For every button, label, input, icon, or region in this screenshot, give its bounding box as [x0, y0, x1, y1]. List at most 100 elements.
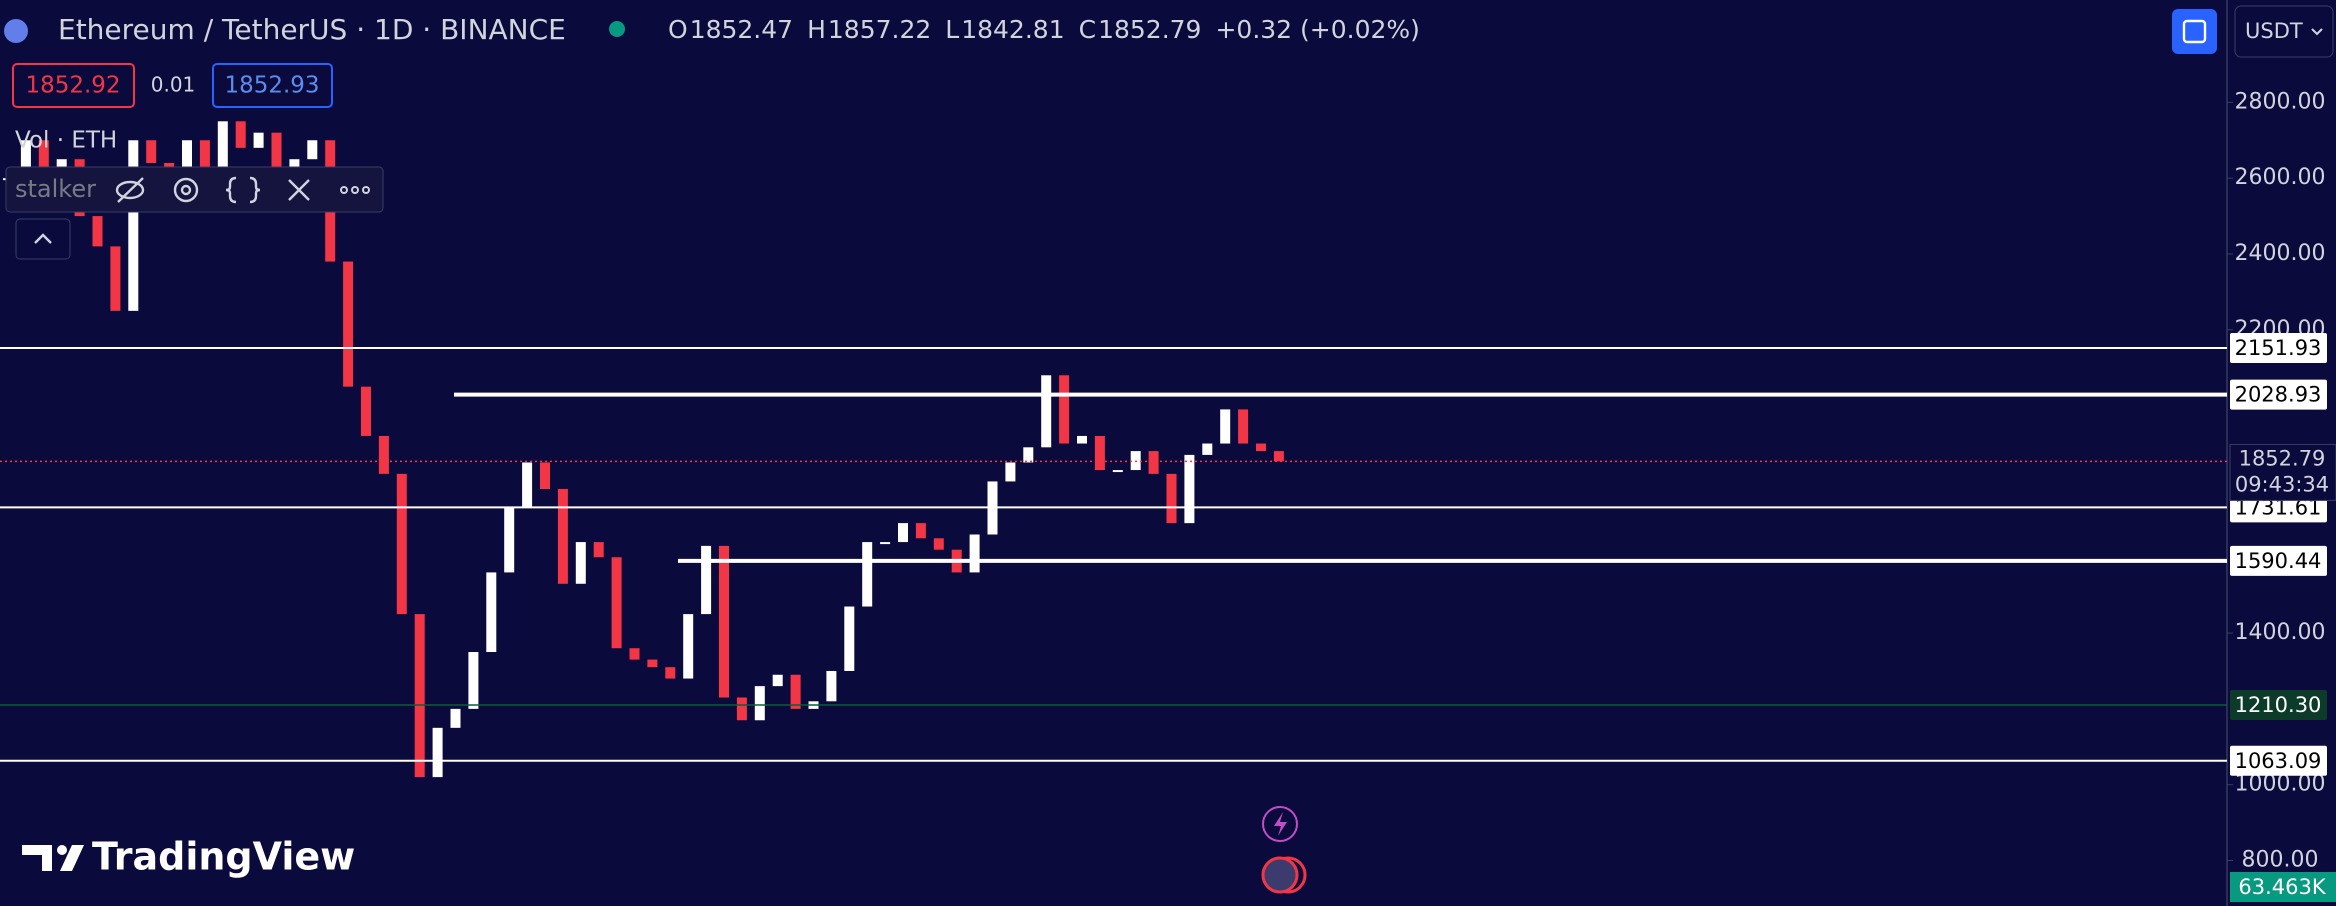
fullscreen-icon	[2182, 19, 2207, 44]
last-price-box	[2229, 443, 2336, 501]
more-icon[interactable]	[340, 186, 370, 194]
candle	[1256, 443, 1266, 452]
candle	[719, 545, 729, 698]
event-icon-bolt	[1274, 812, 1287, 836]
candle	[701, 545, 712, 615]
settings-icon-center	[180, 184, 192, 196]
candle	[826, 670, 837, 702]
level-label: 1590.44	[2235, 549, 2322, 573]
candle	[253, 132, 264, 148]
indicator-toolbar	[5, 166, 384, 213]
candle	[754, 686, 765, 721]
candle	[128, 140, 139, 311]
candle	[217, 121, 228, 171]
candle	[235, 121, 246, 148]
candle	[522, 462, 533, 508]
level-label-box	[2230, 545, 2327, 576]
level-label: 2151.93	[2235, 336, 2322, 360]
y-tick-label: 1000.00	[2235, 772, 2326, 797]
candle	[271, 132, 282, 179]
candle	[540, 462, 550, 490]
candle	[611, 557, 622, 649]
ohlc-key: O	[668, 15, 688, 44]
candle	[1077, 435, 1087, 444]
candle	[880, 542, 891, 545]
y-tick-label: 2400.00	[2235, 241, 2326, 266]
price-change: +0.32 (+0.02%)	[1215, 15, 1419, 44]
ohlc-key: C	[1079, 15, 1096, 44]
candle	[378, 435, 389, 474]
candle	[933, 538, 944, 550]
candle	[414, 614, 425, 778]
candle	[1273, 451, 1284, 462]
candle	[1005, 462, 1016, 482]
toolbar-icons	[115, 176, 310, 204]
bid-price: 1852.92	[25, 73, 120, 99]
ohlc: O 1852.47 H 1857.22 L 1842.81 C 1852.79 +0.32 (+…	[668, 15, 1420, 44]
candle	[790, 674, 801, 709]
last-price-label: 1852.79	[2239, 446, 2326, 470]
level-label-box	[2230, 333, 2327, 364]
logo-mark	[22, 845, 84, 871]
volume-value: 63.463K	[2238, 875, 2326, 899]
collapse-button[interactable]	[15, 218, 71, 260]
volume-box	[2230, 872, 2336, 902]
level-label-box	[2230, 745, 2327, 776]
settings-icon[interactable]	[173, 177, 199, 203]
candle	[92, 216, 103, 247]
source-icon[interactable]	[225, 176, 261, 204]
ohlc-value: 1857.22	[828, 15, 931, 44]
indicator-name: stalker	[15, 175, 96, 203]
candle	[307, 140, 318, 160]
remove-icon[interactable]	[288, 179, 310, 201]
ask-price: 1852.93	[224, 73, 319, 99]
candle	[557, 489, 568, 584]
candle	[396, 473, 407, 615]
candle	[665, 667, 676, 679]
candle	[915, 523, 926, 539]
candle	[20, 140, 31, 179]
volume-label: Vol · ETH	[15, 128, 117, 154]
fullscreen-button[interactable]	[2172, 9, 2217, 54]
candle	[343, 261, 354, 387]
logo-text: TradingView	[92, 835, 355, 879]
candle	[1112, 470, 1123, 473]
hide-icon[interactable]	[115, 180, 145, 200]
collapse-icon	[34, 233, 52, 244]
event-icon-flag[interactable]	[1261, 856, 1299, 894]
candle	[1166, 473, 1177, 524]
dot	[362, 186, 370, 194]
countdown: 09:43:34	[2235, 472, 2329, 496]
y-tick-label: 2600.00	[2235, 165, 2326, 190]
dropdown-arrow	[2311, 28, 2323, 36]
market-status	[609, 21, 625, 37]
buy-button[interactable]	[212, 63, 333, 108]
logo-dot	[57, 845, 67, 855]
candle	[1148, 451, 1159, 474]
ohlc-value: 1852.47	[690, 15, 793, 44]
level-label: 1210.30	[2235, 693, 2322, 717]
candle	[898, 523, 908, 543]
dot	[340, 186, 348, 194]
symbol-title: Ethereum / TetherUS · 1D · BINANCE	[58, 13, 566, 46]
candle	[629, 648, 640, 660]
candle	[575, 542, 586, 584]
candle	[736, 697, 747, 721]
y-tick-label: 2800.00	[2235, 89, 2326, 114]
candle	[593, 542, 604, 558]
candle	[772, 674, 783, 687]
level-label: 2028.93	[2235, 383, 2322, 407]
hide-icon-slash	[117, 177, 144, 203]
candle	[1220, 409, 1231, 444]
candle	[199, 140, 210, 171]
spread: 0.01	[151, 73, 196, 97]
candle	[969, 534, 980, 573]
candle	[1130, 451, 1141, 471]
currency-button[interactable]	[2234, 5, 2334, 58]
sell-button[interactable]	[12, 63, 135, 108]
candle	[1202, 443, 1213, 455]
plot	[0, 121, 2227, 778]
